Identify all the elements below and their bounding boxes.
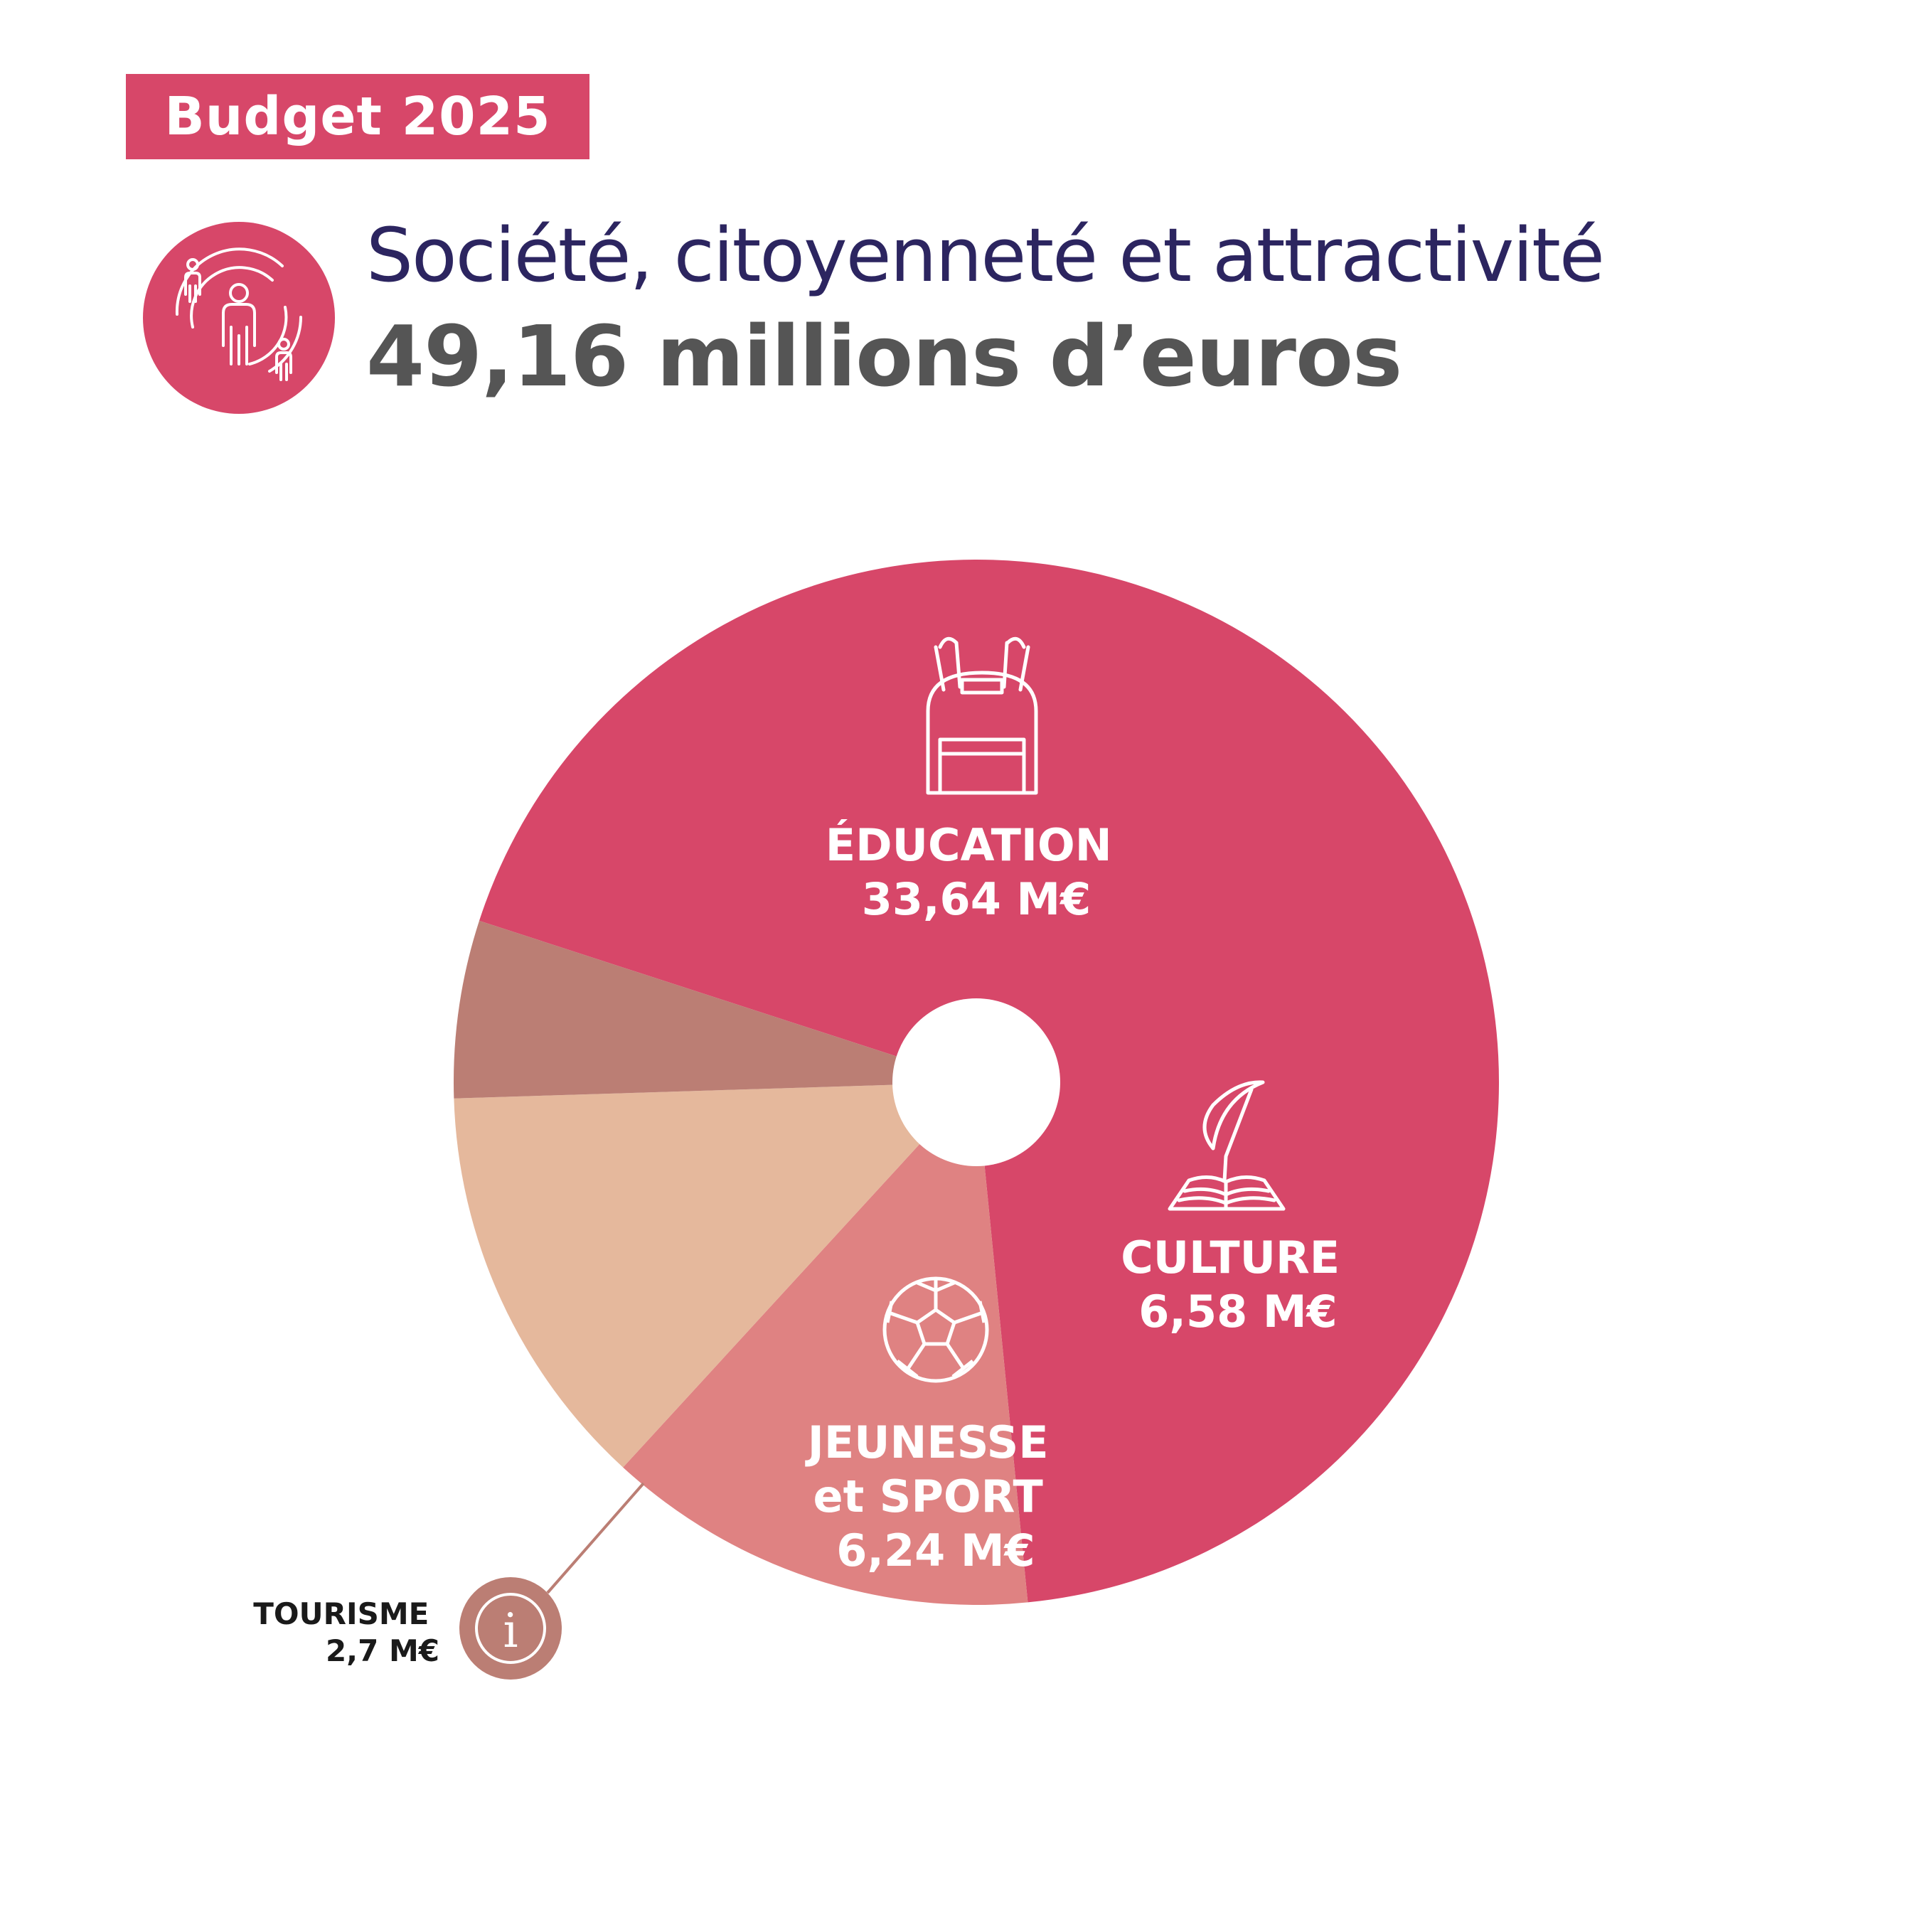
slice-tourisme [454, 920, 976, 1099]
citizens-icon [143, 222, 335, 414]
tourisme-label: TOURISME 2,7 M€ [253, 1596, 439, 1668]
slice-label-jeunesse-sport: JEUNESSE et SPORT 6,24 M€ [805, 1416, 1064, 1576]
quill-book-icon [1168, 1080, 1286, 1211]
slice-label-culture: CULTURE 6,58 M€ [1121, 1232, 1355, 1338]
chart-subtitle: Société, citoyenneté et attractivité [366, 212, 1605, 299]
slice-label-education: ÉDUCATION 33,64 M€ [826, 819, 1127, 925]
total-amount: 49,16 millions d’euros [366, 307, 1402, 405]
svg-text:i: i [503, 1603, 518, 1658]
slice-jeunesse-sport [454, 1082, 976, 1468]
pie-center-hole [892, 998, 1060, 1166]
backpack-icon [926, 636, 1038, 795]
slice-culture [623, 1082, 1028, 1606]
soccer-ball-icon [882, 1276, 989, 1383]
info-icon: i [459, 1577, 562, 1680]
budget-badge: Budget 2025 [126, 74, 589, 159]
tourisme-leader-line [546, 1482, 645, 1594]
